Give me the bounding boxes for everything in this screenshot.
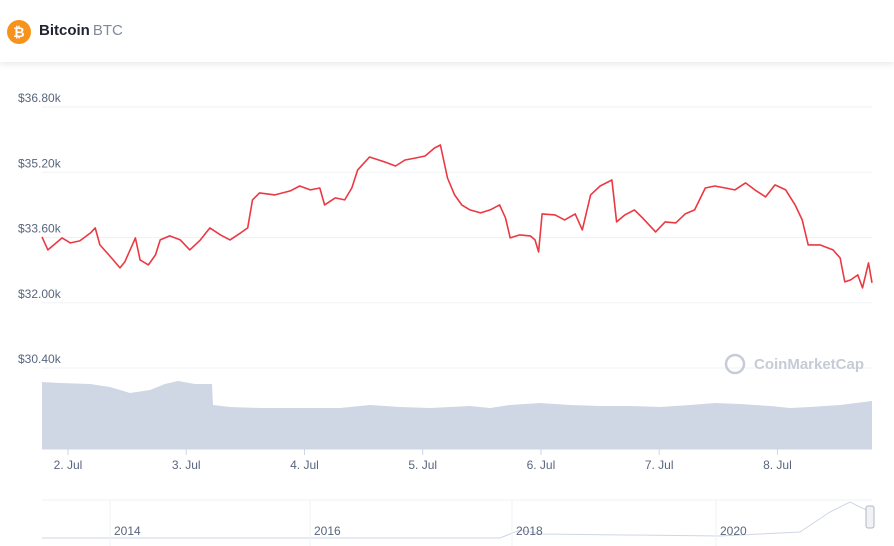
- header: ₿ Bitcoin BTC: [0, 0, 894, 62]
- navigator-label: 2020: [720, 524, 747, 538]
- y-tick-label: $36.80k: [18, 91, 62, 105]
- volume-area: [42, 381, 872, 449]
- navigator-label: 2014: [114, 524, 141, 538]
- coin-icon: ₿: [7, 20, 31, 44]
- x-tick-label: 2. Jul: [54, 458, 83, 472]
- grid: [42, 106, 872, 369]
- y-tick-label: $33.60k: [18, 222, 62, 236]
- x-tick-label: 4. Jul: [290, 458, 319, 472]
- coin-name: Bitcoin BTC: [39, 22, 123, 39]
- price-line: [41, 144, 873, 289]
- navigator-line: [42, 501, 873, 539]
- navigator-label: 2016: [314, 524, 341, 538]
- coin-title: Bitcoin: [39, 22, 90, 39]
- navigator-handle[interactable]: [865, 505, 875, 529]
- x-tick-label: 5. Jul: [408, 458, 437, 472]
- watermark-icon: [724, 353, 746, 375]
- chart: CoinMarketCap $36.80k $35.20k $33.60k $32.0…: [18, 91, 875, 546]
- x-tick-label: 6. Jul: [527, 458, 556, 472]
- navigator: [42, 499, 875, 539]
- y-tick-label: $32.00k: [18, 287, 62, 301]
- x-tick-label: 7. Jul: [645, 458, 674, 472]
- y-tick-label: $35.20k: [18, 156, 62, 170]
- navigator-label: 2018: [516, 524, 543, 538]
- x-tick-label: 3. Jul: [172, 458, 201, 472]
- y-tick-label: $30.40k: [18, 352, 62, 366]
- coin-symbol: BTC: [92, 22, 123, 39]
- watermark: CoinMarketCap: [754, 356, 864, 373]
- x-tick-label: 8. Jul: [763, 458, 792, 472]
- svg-text:₿: ₿: [13, 24, 24, 40]
